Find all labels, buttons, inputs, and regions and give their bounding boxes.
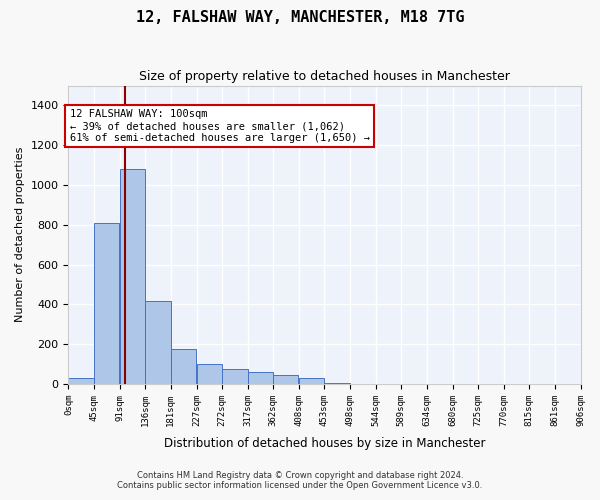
Bar <box>222 369 248 384</box>
Bar <box>273 375 298 384</box>
Y-axis label: Number of detached properties: Number of detached properties <box>15 147 25 322</box>
Title: Size of property relative to detached houses in Manchester: Size of property relative to detached ho… <box>139 70 510 83</box>
Bar <box>120 169 145 384</box>
Text: 12, FALSHAW WAY, MANCHESTER, M18 7TG: 12, FALSHAW WAY, MANCHESTER, M18 7TG <box>136 10 464 25</box>
Bar <box>171 349 196 384</box>
Text: 12 FALSHAW WAY: 100sqm
← 39% of detached houses are smaller (1,062)
61% of semi-: 12 FALSHAW WAY: 100sqm ← 39% of detached… <box>70 110 370 142</box>
Bar <box>299 378 325 384</box>
X-axis label: Distribution of detached houses by size in Manchester: Distribution of detached houses by size … <box>164 437 485 450</box>
Bar <box>197 364 222 384</box>
Bar <box>248 372 273 384</box>
Bar <box>94 223 119 384</box>
Bar <box>325 383 350 384</box>
Bar <box>145 302 171 384</box>
Text: Contains HM Land Registry data © Crown copyright and database right 2024.
Contai: Contains HM Land Registry data © Crown c… <box>118 470 482 490</box>
Bar <box>68 378 94 384</box>
